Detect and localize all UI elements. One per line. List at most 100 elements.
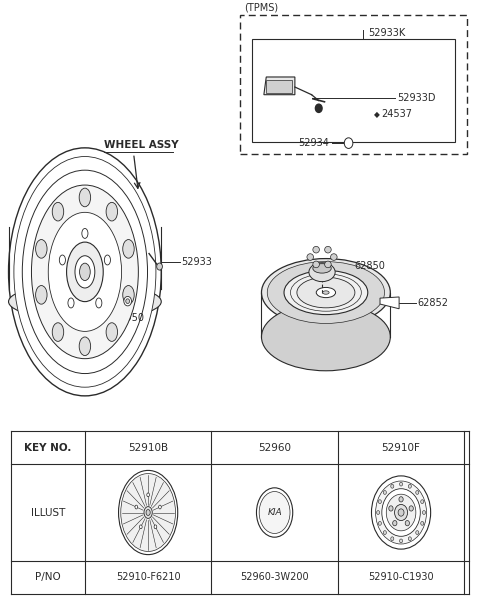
Text: P/NO: P/NO — [35, 573, 61, 582]
Ellipse shape — [316, 287, 336, 297]
Circle shape — [391, 484, 394, 488]
Circle shape — [384, 490, 386, 495]
Ellipse shape — [106, 203, 118, 221]
Ellipse shape — [32, 185, 138, 359]
Text: (TPMS): (TPMS) — [244, 2, 278, 12]
Ellipse shape — [140, 525, 142, 529]
Ellipse shape — [144, 507, 152, 519]
Text: 52933: 52933 — [181, 257, 212, 267]
Circle shape — [398, 509, 404, 516]
Ellipse shape — [135, 505, 138, 509]
Ellipse shape — [106, 323, 118, 341]
Circle shape — [386, 494, 416, 531]
Ellipse shape — [96, 298, 102, 308]
Ellipse shape — [67, 242, 103, 302]
Text: 62852: 62852 — [417, 298, 448, 308]
Text: ILLUST: ILLUST — [31, 507, 65, 517]
Ellipse shape — [52, 323, 64, 341]
Text: 24537: 24537 — [381, 109, 412, 119]
Circle shape — [422, 511, 426, 514]
Ellipse shape — [297, 277, 355, 308]
Circle shape — [399, 482, 403, 486]
Polygon shape — [264, 77, 295, 95]
Polygon shape — [380, 297, 399, 309]
Ellipse shape — [68, 298, 74, 308]
Text: 52934: 52934 — [299, 138, 329, 148]
Ellipse shape — [146, 510, 150, 516]
Text: 52960: 52960 — [258, 442, 291, 453]
Text: ◆: ◆ — [373, 110, 380, 118]
Circle shape — [126, 299, 130, 304]
Text: 52910B: 52910B — [128, 442, 168, 453]
Ellipse shape — [307, 254, 313, 260]
Circle shape — [409, 506, 413, 511]
Text: KIA: KIA — [267, 508, 282, 517]
Circle shape — [315, 104, 322, 112]
Text: 52910-C1930: 52910-C1930 — [368, 573, 434, 582]
Ellipse shape — [256, 488, 293, 537]
Circle shape — [399, 496, 403, 502]
Ellipse shape — [79, 337, 91, 356]
Ellipse shape — [324, 261, 331, 267]
Ellipse shape — [36, 285, 47, 304]
Ellipse shape — [48, 212, 121, 331]
Ellipse shape — [284, 270, 368, 314]
Text: 52910-F6210: 52910-F6210 — [116, 573, 180, 582]
Ellipse shape — [313, 261, 319, 267]
Circle shape — [376, 481, 427, 544]
Ellipse shape — [9, 283, 161, 320]
Circle shape — [344, 138, 353, 148]
Text: 52960-3W200: 52960-3W200 — [240, 573, 309, 582]
Ellipse shape — [267, 261, 384, 323]
Circle shape — [408, 484, 411, 488]
Ellipse shape — [123, 285, 134, 304]
Ellipse shape — [121, 474, 176, 552]
Ellipse shape — [9, 148, 161, 396]
Circle shape — [378, 500, 382, 504]
Ellipse shape — [123, 240, 134, 258]
Ellipse shape — [82, 228, 88, 239]
Circle shape — [416, 531, 419, 534]
Circle shape — [391, 537, 394, 541]
Ellipse shape — [119, 471, 178, 555]
Ellipse shape — [80, 263, 90, 281]
Circle shape — [393, 520, 397, 526]
Circle shape — [377, 511, 380, 514]
Circle shape — [420, 522, 424, 525]
Circle shape — [395, 504, 408, 520]
Circle shape — [405, 520, 409, 526]
Circle shape — [399, 539, 403, 543]
Text: 52933K: 52933K — [368, 28, 406, 38]
Circle shape — [384, 531, 386, 534]
Text: WHEEL ASSY: WHEEL ASSY — [104, 140, 179, 150]
Ellipse shape — [262, 258, 390, 326]
Ellipse shape — [52, 203, 64, 221]
Ellipse shape — [36, 240, 47, 258]
Ellipse shape — [14, 156, 156, 387]
Circle shape — [378, 522, 382, 525]
Circle shape — [408, 537, 411, 541]
FancyBboxPatch shape — [266, 80, 292, 93]
Text: 52910F: 52910F — [382, 442, 420, 453]
Text: KEY NO.: KEY NO. — [24, 442, 72, 453]
Text: 52950: 52950 — [113, 313, 144, 323]
Ellipse shape — [323, 291, 329, 294]
Ellipse shape — [262, 303, 390, 371]
Circle shape — [382, 489, 420, 536]
Circle shape — [372, 476, 431, 549]
Ellipse shape — [22, 170, 147, 374]
Ellipse shape — [79, 188, 91, 207]
Ellipse shape — [309, 263, 335, 282]
Ellipse shape — [154, 525, 157, 529]
Ellipse shape — [324, 246, 331, 253]
Circle shape — [416, 490, 419, 495]
Circle shape — [124, 296, 132, 306]
Ellipse shape — [331, 254, 337, 260]
Text: 62850: 62850 — [355, 261, 385, 272]
Ellipse shape — [313, 264, 331, 273]
Ellipse shape — [259, 492, 290, 534]
Ellipse shape — [147, 493, 149, 496]
Circle shape — [420, 500, 424, 504]
Ellipse shape — [75, 256, 95, 288]
Text: 52933D: 52933D — [397, 93, 436, 103]
